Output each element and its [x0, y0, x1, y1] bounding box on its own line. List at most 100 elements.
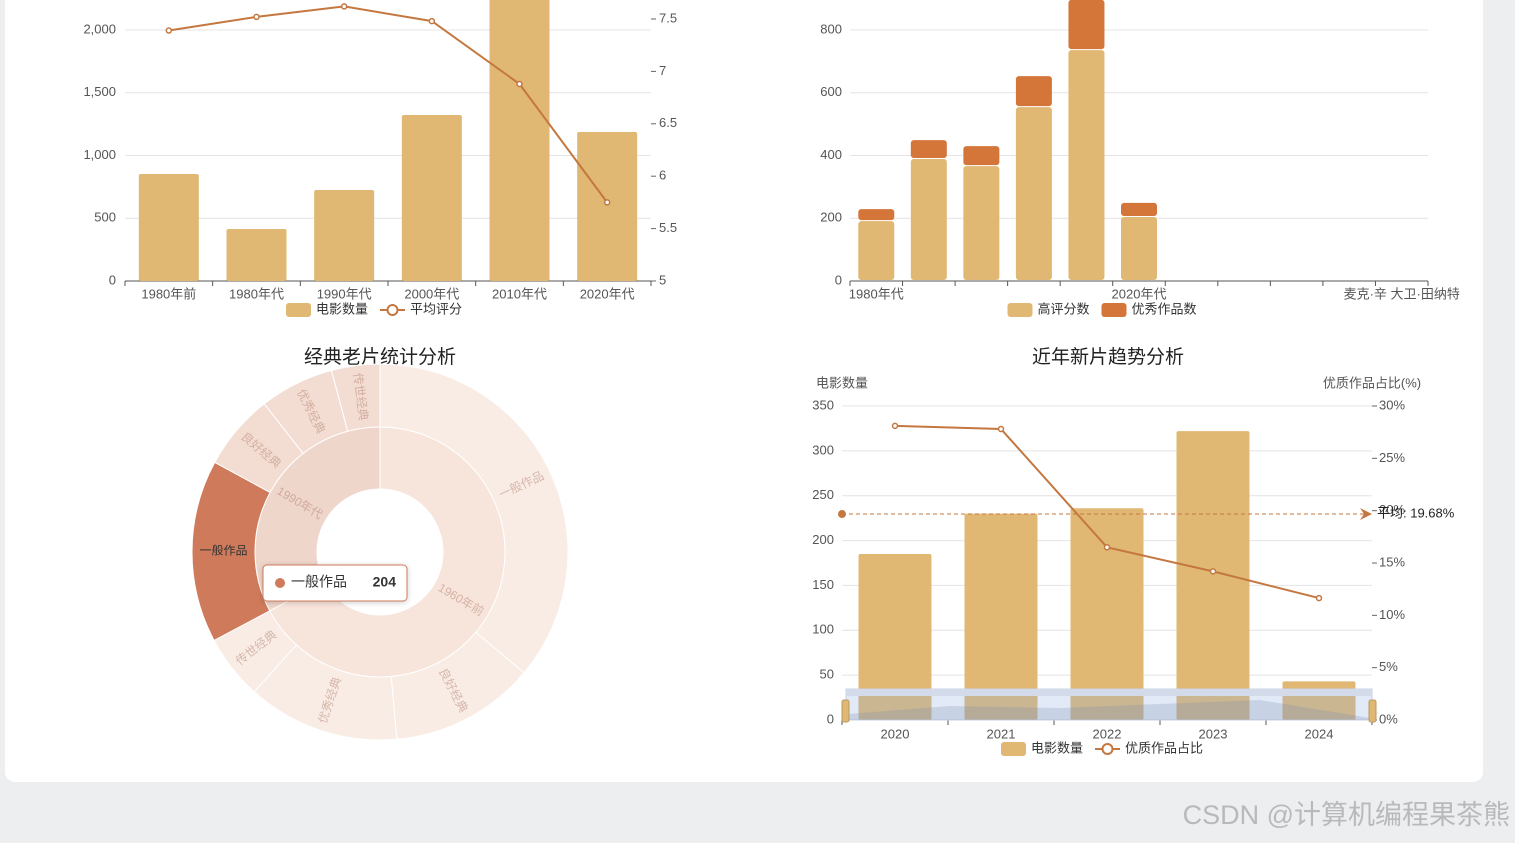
line: [168, 5, 608, 203]
line-point: [1209, 568, 1217, 575]
chart-title: 近年新片趋势分析: [1032, 346, 1184, 368]
line-point: [891, 422, 899, 430]
y-tick-label: 50: [820, 667, 834, 682]
bar: [577, 132, 638, 281]
y2-tick-label: 7: [659, 63, 666, 78]
bar-segment: [1015, 76, 1052, 107]
zoom-handle[interactable]: [1368, 699, 1377, 723]
mark-line-arrow: [1360, 508, 1372, 521]
legend-label: 电影数量: [1031, 740, 1083, 755]
tooltip-box: [262, 564, 408, 602]
x-tick-label: 2024: [1305, 726, 1334, 741]
bar: [226, 229, 287, 281]
y2-tick-label: 5: [659, 272, 666, 287]
legend-label: 高评分数: [1038, 301, 1090, 316]
x-tick-label: 麦克·辛 大卫·田纳特: [1344, 286, 1460, 301]
bar-segment: [910, 158, 947, 280]
y2-tick-label: 10%: [1379, 607, 1405, 622]
tooltip-value: 204: [373, 574, 397, 590]
x-tick-label: 2020年代: [1112, 286, 1167, 301]
bar-segment: [910, 140, 947, 158]
x-tick-label: 2000年代: [404, 286, 459, 301]
bar: [489, 0, 550, 281]
y2-tick-label: 20%: [1379, 502, 1405, 517]
y-tick-label: 200: [820, 210, 842, 225]
bar-segment: [858, 209, 895, 221]
card: [5, 0, 1483, 782]
tooltip-dot: [275, 578, 285, 588]
y-tick-label: 600: [820, 84, 842, 99]
legend-label: 优秀作品数: [1132, 301, 1197, 316]
y2-tick-label: 30%: [1379, 397, 1405, 412]
line-point: [997, 425, 1005, 433]
legend-label: 电影数量: [316, 301, 368, 316]
x-tick-label: 1990年代: [317, 286, 372, 301]
legend-icon: [1101, 303, 1127, 317]
outer-segment: [330, 363, 381, 432]
y-tick-label: 150: [812, 577, 834, 592]
legend-icon: [386, 304, 399, 316]
legend-icon: [1007, 303, 1033, 317]
bar-segment: [963, 166, 1000, 280]
tooltip-name: 一般作品: [291, 574, 347, 590]
y-tick-label: 0: [835, 272, 842, 287]
y2-tick-label: 0%: [1379, 711, 1398, 726]
zoom-handle[interactable]: [841, 699, 850, 723]
bar: [314, 190, 375, 281]
bar: [401, 114, 462, 281]
y2-axis-name: 优质作品占比(%): [1323, 375, 1421, 390]
bar-segment: [1121, 216, 1157, 280]
x-tick-label: 1980年代: [229, 286, 284, 301]
y-tick-label: 800: [820, 21, 842, 36]
zoom-bar[interactable]: [846, 689, 1372, 696]
outer-segment: [379, 363, 569, 674]
legend-icon: [1001, 742, 1026, 756]
bar: [1070, 508, 1144, 720]
segment-label: 传世经典: [350, 372, 371, 422]
bar: [138, 173, 199, 281]
y2-tick-label: 25%: [1379, 450, 1405, 465]
y-tick-label: 100: [812, 622, 834, 637]
tooltip: 一般作品 204: [262, 564, 408, 602]
y2-tick-label: 7.5: [659, 10, 677, 25]
line-point: [253, 13, 260, 21]
y-tick-label: 1,500: [83, 84, 116, 99]
y-tick-label: 400: [820, 147, 842, 162]
bar-segment: [1068, 0, 1105, 50]
x-tick-label: 2020: [881, 726, 910, 741]
line-point: [165, 27, 173, 34]
legend-label: 平均评分: [410, 301, 462, 316]
bar-segment: [1015, 107, 1052, 281]
y2-tick-label: 5.5: [659, 220, 677, 235]
line-point: [1315, 594, 1323, 602]
y2-tick-label: 5%: [1379, 659, 1398, 674]
line-point: [603, 199, 611, 206]
mark-line-label: 平均: 19.68%: [1377, 505, 1455, 520]
y-tick-label: 2,000: [83, 21, 116, 36]
mark-line-start: [838, 510, 846, 519]
y2-tick-label: 15%: [1379, 554, 1405, 569]
y-axis-name: 电影数量: [816, 375, 868, 390]
y-tick-label: 250: [812, 487, 834, 502]
bar-segment: [1068, 50, 1105, 280]
x-tick-label: 2010年代: [492, 286, 547, 301]
data-zoom[interactable]: [841, 688, 1377, 723]
line-point: [428, 17, 436, 25]
y-tick-label: 0: [109, 272, 116, 287]
y2-tick-label: 6: [659, 168, 666, 183]
chart-title: 经典老片统计分析: [304, 346, 456, 368]
y-tick-label: 0: [827, 711, 834, 726]
y-tick-label: 200: [812, 532, 834, 547]
bar-segment: [858, 221, 895, 280]
legend-icon: [286, 303, 311, 317]
legend-icon: [1101, 743, 1114, 755]
line-point: [340, 3, 348, 10]
bar: [858, 554, 932, 720]
y2-tick-label: 6.5: [659, 115, 677, 130]
x-tick-label: 2022: [1093, 726, 1122, 741]
x-tick-label: 1980年代: [849, 286, 904, 301]
line-point: [516, 80, 523, 88]
